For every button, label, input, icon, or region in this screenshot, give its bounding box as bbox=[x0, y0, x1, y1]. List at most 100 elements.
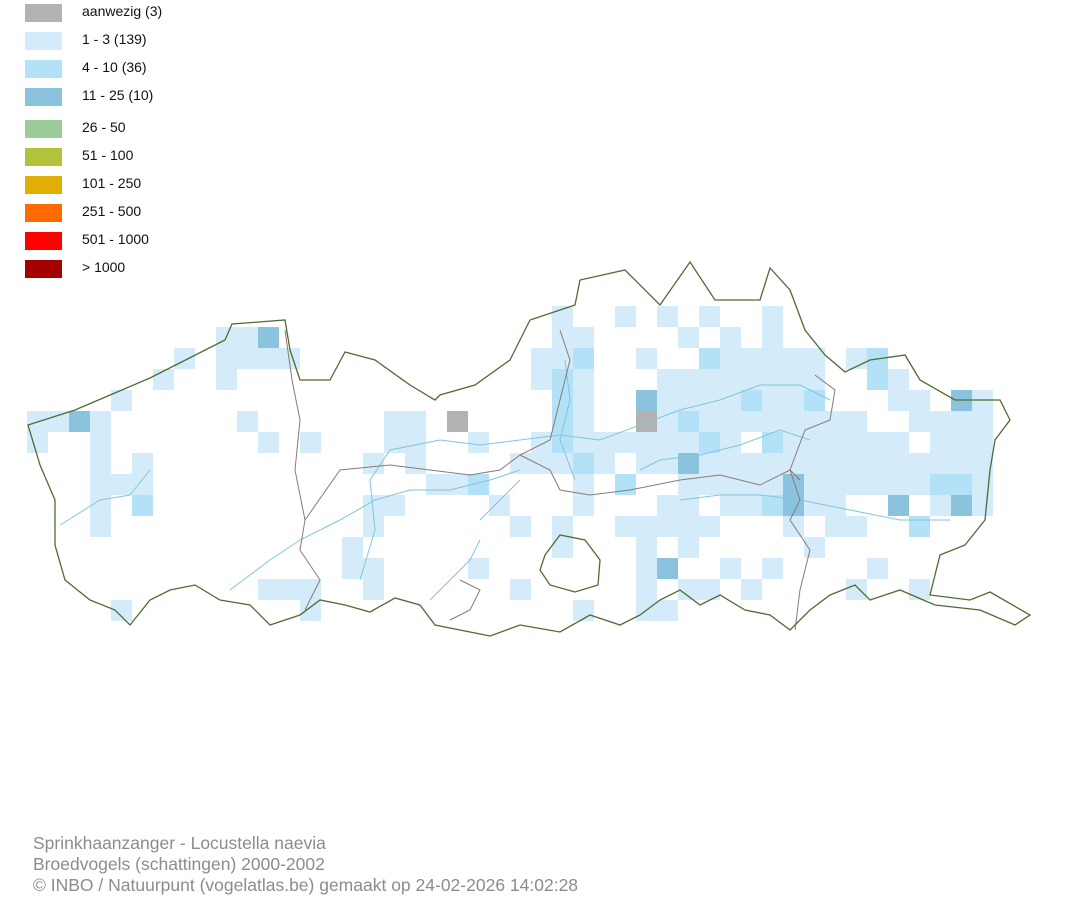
grid-cell bbox=[636, 348, 657, 369]
grid-cell bbox=[300, 579, 321, 600]
grid-cell bbox=[615, 516, 636, 537]
grid-cell bbox=[930, 495, 951, 516]
enclave-outline bbox=[539, 534, 601, 593]
grid-cell bbox=[804, 537, 825, 558]
grid-cell bbox=[573, 327, 594, 348]
grid-cell bbox=[342, 537, 363, 558]
grid-cell bbox=[468, 558, 489, 579]
grid-cell bbox=[111, 600, 132, 621]
province-border bbox=[789, 374, 836, 471]
grid-cell bbox=[699, 390, 720, 411]
grid-cell bbox=[762, 306, 783, 327]
grid-cell bbox=[972, 495, 993, 516]
legend-swatch bbox=[25, 32, 62, 50]
grid-cell bbox=[930, 474, 951, 495]
grid-cell bbox=[573, 432, 594, 453]
grid-cell bbox=[678, 474, 699, 495]
grid-cell bbox=[90, 453, 111, 474]
grid-cell bbox=[132, 495, 153, 516]
grid-cell bbox=[573, 348, 594, 369]
grid-cell bbox=[762, 327, 783, 348]
grid-cell bbox=[111, 390, 132, 411]
grid-cell bbox=[909, 579, 930, 600]
grid-cell bbox=[741, 579, 762, 600]
legend-label: 51 - 100 bbox=[82, 147, 134, 163]
grid-cell bbox=[636, 537, 657, 558]
grid-cell bbox=[741, 411, 762, 432]
grid-cell bbox=[552, 411, 573, 432]
grid-cell bbox=[384, 495, 405, 516]
grid-cell bbox=[510, 516, 531, 537]
grid-cell bbox=[762, 348, 783, 369]
grid-cell bbox=[951, 495, 972, 516]
region-outline bbox=[27, 260, 1032, 637]
grid-cell bbox=[678, 390, 699, 411]
grid-cell bbox=[657, 516, 678, 537]
grid-cell bbox=[762, 495, 783, 516]
grid-cell bbox=[279, 579, 300, 600]
grid-cell bbox=[384, 432, 405, 453]
grid-cell bbox=[846, 432, 867, 453]
grid-cell bbox=[846, 516, 867, 537]
grid-cell bbox=[573, 369, 594, 390]
grid-cell bbox=[300, 432, 321, 453]
legend-item: 26 - 50 bbox=[25, 119, 225, 140]
grid-cell bbox=[573, 495, 594, 516]
legend-swatch bbox=[25, 88, 62, 106]
grid-cell bbox=[888, 453, 909, 474]
grid-cell bbox=[426, 474, 447, 495]
grid-cell bbox=[804, 432, 825, 453]
map-caption: Sprinkhaanzanger - Locustella naevia Bro… bbox=[33, 833, 578, 896]
river bbox=[59, 469, 151, 526]
grid-cell bbox=[153, 369, 174, 390]
grid-cell bbox=[930, 411, 951, 432]
credit-line: © INBO / Natuurpunt (vogelatlas.be) gema… bbox=[33, 875, 579, 895]
grid-cell bbox=[972, 411, 993, 432]
grid-cell bbox=[657, 432, 678, 453]
grid-cell bbox=[846, 579, 867, 600]
grid-cell bbox=[90, 474, 111, 495]
grid-cell bbox=[363, 558, 384, 579]
grid-cell bbox=[678, 579, 699, 600]
grid-cell bbox=[657, 411, 678, 432]
grid-cell bbox=[573, 600, 594, 621]
grid-cell bbox=[699, 453, 720, 474]
province-border bbox=[789, 469, 811, 631]
grid-cell bbox=[846, 474, 867, 495]
legend-item: 101 - 250 bbox=[25, 175, 225, 196]
province-border bbox=[304, 329, 571, 521]
grid-cell bbox=[888, 474, 909, 495]
grid-cell bbox=[531, 369, 552, 390]
grid-cell bbox=[762, 474, 783, 495]
grid-cell bbox=[888, 369, 909, 390]
grid-cell bbox=[657, 558, 678, 579]
grid-cell bbox=[867, 474, 888, 495]
grid-cell bbox=[699, 579, 720, 600]
river bbox=[229, 469, 521, 591]
grid-cell bbox=[636, 411, 657, 432]
grid-cell bbox=[510, 579, 531, 600]
grid-cell bbox=[573, 453, 594, 474]
grid-cell bbox=[699, 474, 720, 495]
grid-cell bbox=[573, 411, 594, 432]
legend-item: 51 - 100 bbox=[25, 147, 225, 168]
legend-item: 501 - 1000 bbox=[25, 231, 225, 252]
grid-cell bbox=[90, 411, 111, 432]
grid-cell bbox=[783, 453, 804, 474]
grid-cell bbox=[741, 348, 762, 369]
grid-cell bbox=[531, 348, 552, 369]
grid-cell bbox=[720, 453, 741, 474]
grid-cell bbox=[174, 348, 195, 369]
province-border bbox=[519, 454, 801, 496]
river bbox=[479, 479, 521, 521]
grid-cell bbox=[594, 453, 615, 474]
grid-cell bbox=[699, 369, 720, 390]
grid-cell bbox=[762, 390, 783, 411]
legend-swatch bbox=[25, 120, 62, 138]
grid-cell bbox=[888, 432, 909, 453]
grid-cell bbox=[468, 474, 489, 495]
grid-cell bbox=[909, 474, 930, 495]
river bbox=[559, 359, 576, 481]
grid-cell bbox=[615, 306, 636, 327]
grid-cell bbox=[363, 579, 384, 600]
